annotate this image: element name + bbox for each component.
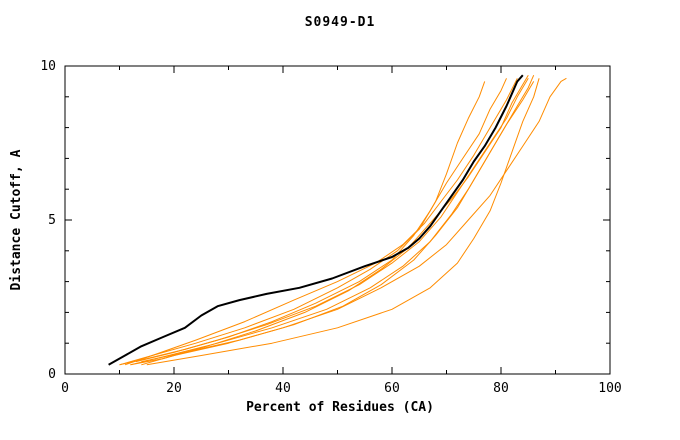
y-tick-label: 5 (48, 213, 56, 228)
plot-border (64, 65, 611, 375)
x-axis-label: Percent of Residues (CA) (246, 400, 434, 415)
series-model-8 (141, 81, 535, 363)
y-tick-label: 0 (48, 367, 56, 382)
series-model-7 (130, 75, 535, 366)
chart-title: S0949-D1 (304, 15, 376, 30)
series-model-2 (130, 74, 529, 366)
series-model-9 (119, 78, 518, 366)
x-tick-label: 40 (275, 381, 291, 396)
x-tick-label: 0 (61, 381, 69, 396)
x-tick-label: 80 (493, 381, 509, 396)
x-tick-label: 20 (166, 381, 182, 396)
x-tick-label: 60 (384, 381, 400, 396)
x-tick-label: 100 (598, 381, 621, 396)
series-model-4 (124, 81, 486, 366)
series-reference (108, 74, 524, 366)
series-model-1 (119, 78, 507, 366)
y-tick-label: 10 (40, 59, 56, 74)
series-model-5 (135, 78, 529, 363)
series-model-6 (146, 78, 540, 366)
